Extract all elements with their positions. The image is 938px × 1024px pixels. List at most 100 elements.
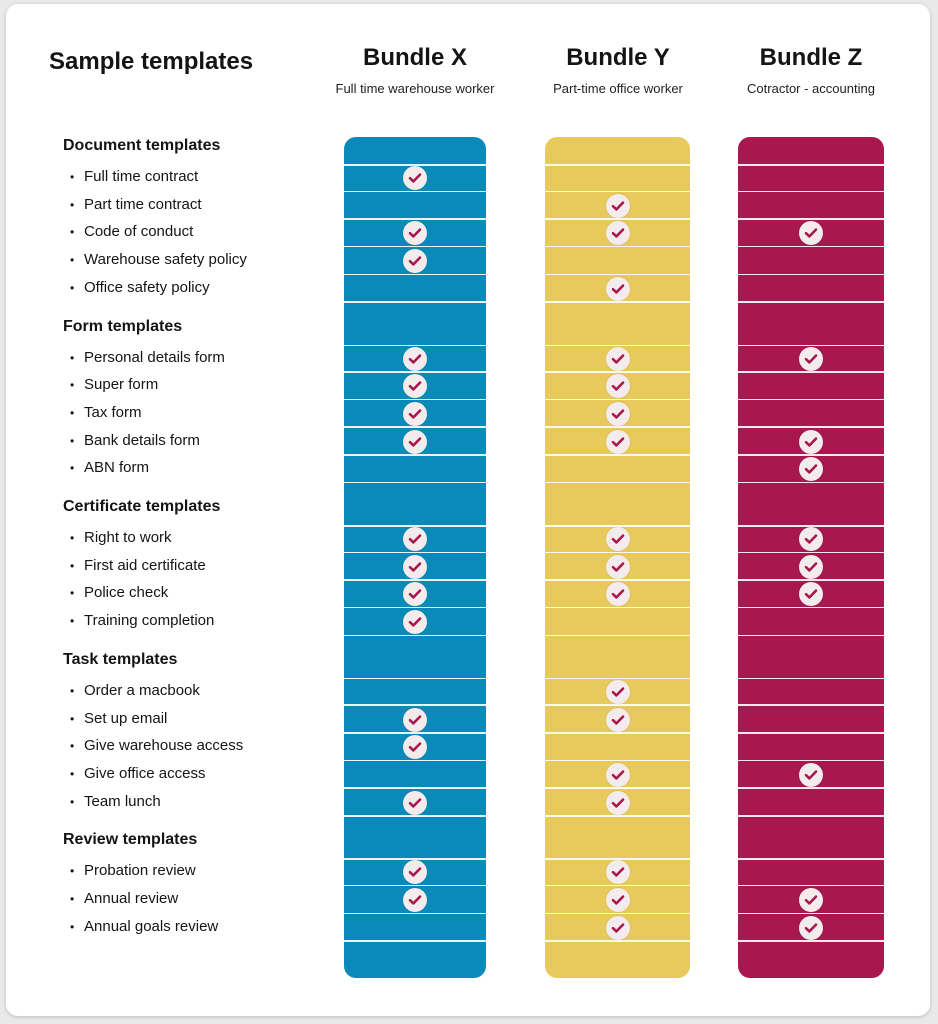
check-icon bbox=[403, 554, 427, 579]
row-divider bbox=[344, 525, 486, 527]
template-item: • Super form bbox=[70, 376, 158, 393]
check-icon bbox=[606, 679, 630, 704]
check-icon bbox=[799, 554, 823, 579]
template-item-label: Code of conduct bbox=[84, 223, 194, 241]
bullet: • bbox=[70, 864, 75, 879]
row-divider bbox=[545, 426, 690, 428]
template-item-label: ABN form bbox=[84, 459, 150, 477]
check-icon bbox=[403, 249, 427, 274]
check-icon bbox=[606, 860, 630, 885]
template-item: • Police check bbox=[70, 584, 168, 601]
check-icon bbox=[606, 221, 630, 246]
row-divider bbox=[344, 454, 486, 456]
row-divider bbox=[545, 344, 690, 346]
check-icon bbox=[403, 374, 427, 399]
template-item: • Office safety policy bbox=[70, 279, 210, 296]
check-icon bbox=[606, 429, 630, 454]
row-divider bbox=[344, 884, 486, 887]
template-item: • Order a macbook bbox=[70, 682, 200, 699]
row-divider bbox=[545, 218, 690, 220]
template-item: • Personal details form bbox=[70, 349, 225, 366]
bullet: • bbox=[70, 892, 75, 906]
check-icon bbox=[606, 582, 630, 607]
row-divider bbox=[545, 273, 690, 276]
check-icon bbox=[403, 582, 427, 607]
row-divider bbox=[738, 634, 884, 637]
check-icon bbox=[403, 888, 427, 912]
template-item: • Full time contract bbox=[70, 168, 198, 185]
section-heading: Document templates bbox=[63, 137, 221, 154]
row-divider bbox=[545, 759, 690, 762]
template-item: • Give office access bbox=[70, 765, 205, 782]
bullet: • bbox=[70, 558, 75, 573]
check-icon bbox=[403, 860, 427, 885]
row-divider bbox=[344, 371, 486, 373]
bullet: • bbox=[70, 170, 75, 184]
row-divider bbox=[738, 344, 884, 346]
row-divider bbox=[344, 190, 486, 192]
row-divider bbox=[738, 912, 884, 914]
bullet: • bbox=[70, 225, 75, 240]
check-icon bbox=[403, 221, 427, 246]
row-divider bbox=[738, 732, 884, 734]
bullet: • bbox=[70, 197, 75, 212]
row-divider bbox=[344, 273, 486, 276]
row-divider bbox=[738, 426, 884, 428]
template-item: • Bank details form bbox=[70, 432, 200, 449]
row-divider bbox=[738, 940, 884, 942]
bullet: • bbox=[70, 919, 75, 934]
row-divider bbox=[545, 677, 690, 680]
bullet: • bbox=[70, 461, 75, 476]
template-item: • Annual goals review bbox=[70, 918, 218, 935]
check-icon bbox=[799, 915, 823, 940]
section-heading: Certificate templates bbox=[63, 498, 221, 515]
row-divider bbox=[738, 704, 884, 706]
check-icon bbox=[606, 762, 630, 787]
template-item-label: Annual review bbox=[84, 890, 179, 907]
row-divider bbox=[344, 398, 486, 401]
row-divider bbox=[738, 579, 884, 581]
bullet: • bbox=[70, 794, 75, 809]
section-heading: Review templates bbox=[63, 831, 198, 849]
row-divider bbox=[738, 190, 884, 192]
row-divider bbox=[545, 164, 690, 166]
row-divider bbox=[545, 884, 690, 887]
template-item: • Code of conduct bbox=[70, 223, 193, 240]
template-item-label: Order a macbook bbox=[84, 681, 200, 699]
row-divider bbox=[738, 759, 884, 762]
bullet: • bbox=[70, 739, 75, 754]
row-divider bbox=[344, 677, 486, 680]
row-divider bbox=[738, 481, 884, 484]
row-divider bbox=[545, 732, 690, 734]
template-item: • Warehouse safety policy bbox=[70, 251, 247, 268]
template-item-label: Super form bbox=[84, 376, 159, 394]
row-divider bbox=[344, 164, 486, 166]
row-divider bbox=[545, 912, 690, 914]
template-item-label: Set up email bbox=[84, 709, 168, 727]
row-divider bbox=[344, 787, 486, 789]
bullet: • bbox=[70, 711, 75, 726]
row-divider bbox=[738, 551, 884, 553]
check-icon bbox=[606, 554, 630, 579]
check-icon bbox=[403, 429, 427, 454]
row-divider bbox=[344, 815, 486, 817]
row-divider bbox=[344, 704, 486, 706]
row-divider bbox=[344, 218, 486, 220]
row-divider bbox=[738, 398, 884, 401]
bullet: • bbox=[70, 350, 75, 365]
check-icon bbox=[606, 790, 630, 815]
row-divider bbox=[545, 525, 690, 527]
template-item-label: Police check bbox=[84, 584, 169, 602]
check-icon bbox=[606, 915, 630, 940]
template-item-label: Tax form bbox=[84, 403, 142, 421]
check-icon bbox=[606, 374, 630, 399]
template-item: • Part time contract bbox=[70, 196, 202, 213]
row-divider bbox=[344, 634, 486, 637]
bundle-subtitle: Cotractor - accounting bbox=[747, 81, 875, 96]
row-divider bbox=[738, 164, 884, 166]
template-item: • Set up email bbox=[70, 710, 167, 727]
check-icon bbox=[799, 457, 823, 482]
check-icon bbox=[606, 193, 630, 218]
row-divider bbox=[738, 273, 884, 276]
row-divider bbox=[344, 579, 486, 581]
